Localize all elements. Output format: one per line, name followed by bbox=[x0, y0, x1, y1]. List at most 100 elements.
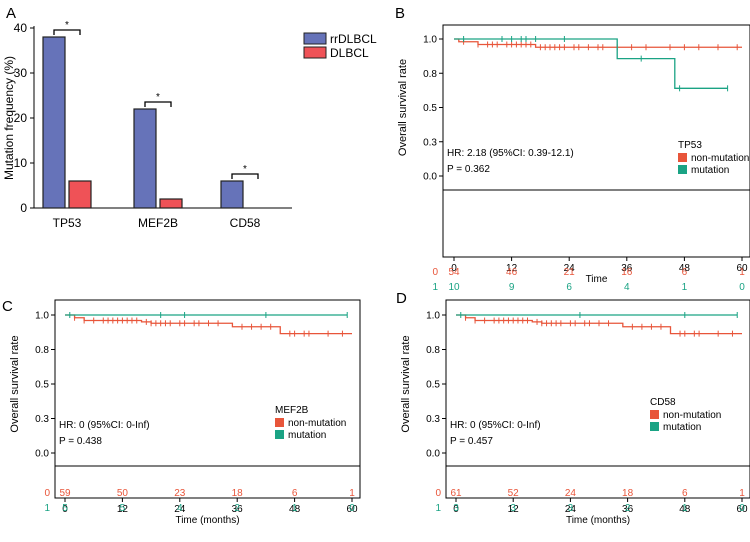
x-tick-label: 0 bbox=[453, 504, 459, 515]
risk-count: 1 bbox=[349, 488, 355, 499]
y-tick-label: 0.5 bbox=[423, 103, 437, 114]
y-tick-label: 10 bbox=[14, 156, 28, 170]
legend-label-non-mutation: non-mutation bbox=[288, 418, 346, 429]
risk-count: 23 bbox=[174, 488, 186, 499]
risk-count: 6 bbox=[566, 282, 572, 293]
panel-label-a: A bbox=[6, 5, 16, 22]
panel-label-d: D bbox=[396, 290, 407, 307]
y-tick-label: 0.0 bbox=[423, 172, 437, 183]
category-label: TP53 bbox=[53, 216, 82, 230]
risk-count: 1 bbox=[682, 282, 688, 293]
y-tick-label: 0.3 bbox=[423, 137, 437, 148]
risk-count: 0 bbox=[739, 282, 745, 293]
risk-count: 3 bbox=[568, 503, 574, 514]
x-tick-label: 60 bbox=[736, 504, 748, 515]
x-tick-label: 0 bbox=[451, 263, 457, 274]
y-tick-label: 1.0 bbox=[426, 311, 440, 322]
risk-count: 54 bbox=[448, 267, 460, 278]
risk-count: 46 bbox=[506, 267, 518, 278]
legend-title: CD58 bbox=[650, 397, 676, 408]
x-tick-label: 48 bbox=[679, 504, 691, 515]
risk-count: 18 bbox=[232, 488, 244, 499]
legend-title: TP53 bbox=[678, 140, 702, 151]
legend-swatch-rrdlbcl bbox=[303, 32, 327, 45]
panel-a-bar-chart: 0 10 20 30 40 Mutation frequency (%) TP53 * MEF2… bbox=[2, 20, 377, 230]
y-tick-label: 30 bbox=[14, 66, 28, 80]
x-tick-label: 24 bbox=[565, 504, 577, 515]
legend-title: MEF2B bbox=[275, 405, 309, 416]
x-tick-label: 24 bbox=[174, 504, 186, 515]
risk-count: 61 bbox=[450, 488, 462, 499]
risk-row-label: 0 bbox=[44, 488, 50, 499]
hazard-ratio-text: HR: 0 (95%CI: 0-Inf) bbox=[450, 420, 541, 431]
legend-swatch-non-mutation bbox=[678, 153, 687, 162]
y-tick-label: 0.3 bbox=[426, 414, 440, 425]
risk-count: 6 bbox=[292, 488, 298, 499]
risk-count: 3 bbox=[453, 503, 459, 514]
risk-count: 24 bbox=[565, 488, 577, 499]
y-tick-label: 0.3 bbox=[35, 414, 49, 425]
risk-count: 1 bbox=[739, 488, 745, 499]
y-axis-label: Overall survival rate bbox=[9, 335, 21, 432]
legend-label-rrdlbcl: rrDLBCL bbox=[330, 32, 377, 46]
legend-label-mutation: mutation bbox=[288, 430, 326, 441]
legend-swatch-mutation bbox=[678, 165, 687, 174]
risk-count: 3 bbox=[510, 503, 516, 514]
significance-star: * bbox=[156, 92, 160, 103]
legend-swatch-dlbcl bbox=[303, 46, 327, 59]
x-tick-label: 36 bbox=[622, 504, 634, 515]
legend-label-non-mutation: non-mutation bbox=[663, 410, 721, 421]
hazard-ratio-text: HR: 0 (95%CI: 0-Inf) bbox=[59, 420, 150, 431]
risk-count: 59 bbox=[59, 488, 71, 499]
x-tick-label: 0 bbox=[62, 504, 68, 515]
legend-swatch-non-mutation bbox=[275, 418, 284, 427]
bar-rrdlbcl-tp53 bbox=[42, 36, 66, 209]
panel-label-c: C bbox=[2, 298, 13, 315]
y-tick-label: 40 bbox=[14, 21, 28, 35]
x-axis-label: Time bbox=[586, 274, 608, 285]
significance-star: * bbox=[243, 164, 247, 175]
risk-row-label: 0 bbox=[435, 488, 441, 499]
legend-swatch-mutation bbox=[275, 430, 284, 439]
x-tick-label: 60 bbox=[736, 263, 748, 274]
y-tick-label: 0.8 bbox=[423, 69, 437, 80]
y-tick-label: 0.8 bbox=[426, 345, 440, 356]
bar-dlbcl-mef2b bbox=[159, 198, 183, 209]
y-tick-label: 20 bbox=[14, 111, 28, 125]
x-tick-label: 60 bbox=[346, 504, 358, 515]
legend-swatch-non-mutation bbox=[650, 410, 659, 419]
y-tick-label: 1.0 bbox=[423, 35, 437, 46]
significance-star: * bbox=[65, 20, 69, 31]
x-tick-label: 12 bbox=[508, 504, 520, 515]
x-axis-label: Time (months) bbox=[566, 515, 630, 526]
risk-row-label: 1 bbox=[44, 503, 50, 514]
x-tick-label: 12 bbox=[506, 263, 518, 274]
p-value-text: P = 0.438 bbox=[59, 436, 102, 447]
hazard-ratio-text: HR: 2.18 (95%CI: 0.39-12.1) bbox=[447, 148, 574, 159]
x-tick-label: 24 bbox=[564, 263, 576, 274]
significance-bracket bbox=[144, 101, 172, 107]
risk-row-label: 1 bbox=[432, 282, 438, 293]
risk-count: 6 bbox=[682, 488, 688, 499]
risk-row-label: 1 bbox=[435, 503, 441, 514]
risk-count: 16 bbox=[621, 267, 633, 278]
risk-count: 5 bbox=[62, 503, 68, 514]
risk-count: 18 bbox=[622, 488, 634, 499]
legend-label-non-mutation: non-mutation bbox=[691, 153, 749, 164]
risk-count: 5 bbox=[120, 503, 126, 514]
x-tick-label: 36 bbox=[621, 263, 633, 274]
risk-row-label: 0 bbox=[432, 267, 438, 278]
risk-count: 52 bbox=[508, 488, 520, 499]
legend-swatch-mutation bbox=[650, 422, 659, 431]
panel-b-survival-chart: 0.0 0.3 0.5 0.8 1.0 Overall survival rate 0 12 2… bbox=[397, 24, 750, 293]
y-axis-label: Overall survival rate bbox=[397, 59, 409, 156]
risk-count: 10 bbox=[448, 282, 460, 293]
y-tick-label: 0.5 bbox=[35, 380, 49, 391]
risk-count: 4 bbox=[177, 503, 183, 514]
bar-rrdlbcl-mef2b bbox=[133, 108, 157, 209]
risk-count: 0 bbox=[349, 503, 355, 514]
category-label: CD58 bbox=[230, 216, 261, 230]
y-tick-label: 0.0 bbox=[426, 449, 440, 460]
y-tick-label: 0.5 bbox=[426, 380, 440, 391]
